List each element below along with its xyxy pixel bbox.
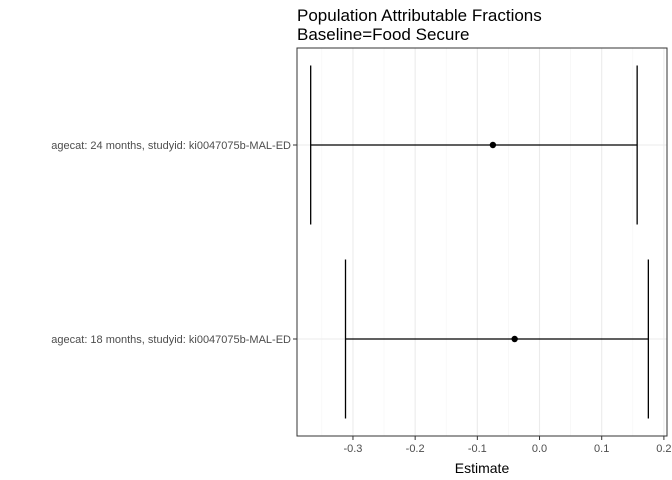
panel-border [296,47,668,437]
y-axis: agecat: 24 months, studyid: ki0047075b-M… [51,140,297,346]
y-category-label: agecat: 18 months, studyid: ki0047075b-M… [51,334,291,346]
gridlines [297,48,667,436]
errorbar [344,259,649,419]
x-tick-label: -0.2 [406,443,425,455]
estimate-point [489,141,497,149]
errorbar [310,65,638,225]
x-axis: -0.3 -0.2 -0.1 0.0 0.1 0.2 [343,436,672,455]
x-tick-label: 0.2 [656,443,671,455]
chart-title: Population Attributable Fractions [297,6,542,25]
x-tick-label: 0.0 [532,443,547,455]
estimate-point [511,335,518,343]
x-axis-title: Estimate [455,460,510,476]
x-tick-label: -0.3 [343,443,362,455]
data-marks [310,65,649,419]
x-tick-label: 0.1 [594,443,609,455]
x-tick-label: -0.1 [468,443,487,455]
y-category-label: agecat: 24 months, studyid: ki0047075b-M… [51,140,291,152]
chart-subtitle: Baseline=Food Secure [297,25,469,44]
